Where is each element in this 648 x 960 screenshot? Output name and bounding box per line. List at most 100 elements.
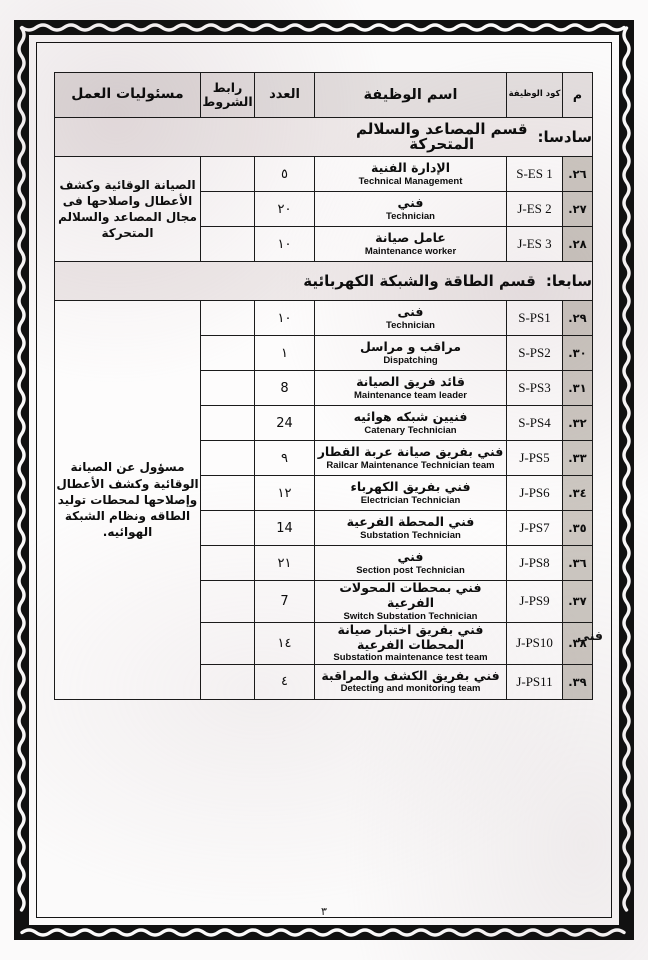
job-title-english: Technician: [386, 210, 435, 222]
cell-vacancy-count: ١: [254, 335, 315, 371]
cell-job-title: فني بفريق صيانة عربة القطار Railcar Maint…: [314, 440, 507, 476]
cell-job-code: J-PS7: [506, 510, 563, 546]
table-row: ٣٠. S-PS2 مراقب و مراسل Dispatching ١: [55, 335, 593, 371]
cell-conditions-link[interactable]: [200, 405, 255, 441]
cell-row-number: ٣٩.: [562, 663, 593, 700]
cell-vacancy-count: ١٠: [254, 226, 315, 262]
job-listing-table: م كود الوظيفة اسم الوظيفة العدد رابط الش…: [54, 72, 593, 700]
cell-job-code: J-PS6: [506, 475, 563, 511]
cell-job-code: J-PS9: [506, 580, 563, 623]
cell-job-code: J-PS5: [506, 440, 563, 476]
cell-vacancy-count: ١٢: [254, 475, 315, 511]
cell-vacancy-count: 7: [254, 580, 315, 623]
cell-conditions-link[interactable]: [200, 663, 255, 700]
cell-job-title: فني Technician: [314, 191, 507, 227]
cell-vacancy-count: ١٠: [254, 300, 315, 336]
cell-vacancy-count: 14: [254, 510, 315, 546]
table-row: ٣٦. J-PS8 فني Section post Technician ٢١: [55, 545, 593, 581]
job-table-container: م كود الوظيفة اسم الوظيفة العدد رابط الش…: [54, 72, 593, 700]
cell-row-number: ٣٥.: [562, 510, 593, 546]
cell-job-title: فني بفريق اختبار صيانة المحطات الفرعية Su…: [314, 621, 507, 665]
table-row: ٣٩. J-PS11 فني بفريق الكشف والمراقبة Detect…: [55, 663, 593, 700]
job-title-arabic: فني: [397, 548, 424, 564]
cell-job-code: S-ES 1: [506, 156, 563, 192]
cell-job-title: فنيين شبكه هوائيه Catenary Technician: [314, 405, 507, 441]
inner-border-rule: [36, 42, 612, 918]
job-title-english: Technical Management: [358, 175, 463, 187]
job-title-english: Dispatching: [383, 354, 438, 366]
job-title-arabic: فني بفريق الكشف والمراقبة: [321, 667, 500, 683]
job-title-english: Switch Substation Technician: [343, 610, 478, 622]
table-row: ٢٧. J-ES 2 فني Technician ٢٠: [55, 191, 593, 227]
cell-job-title: فني بفريق الكشف والمراقبة Detecting and m…: [314, 663, 507, 700]
job-title-english: Railcar Maintenance Technician team: [326, 459, 495, 471]
job-title-english: Maintenance worker: [364, 245, 457, 257]
column-header-conditions-link: رابط الشروط: [200, 72, 255, 118]
cell-row-number: ٣٧.: [562, 580, 593, 623]
page-number: ٣: [321, 905, 327, 918]
cell-vacancy-count: 8: [254, 370, 315, 406]
cell-job-code: S-PS3: [506, 370, 563, 406]
cell-conditions-link[interactable]: [200, 300, 255, 336]
cell-job-title: فني بفريق الكهرباء Electrician Technician: [314, 475, 507, 511]
cell-job-code: S-PS2: [506, 335, 563, 371]
job-title-english: Technician: [386, 319, 435, 331]
cell-conditions-link[interactable]: [200, 335, 255, 371]
cell-conditions-link[interactable]: [200, 440, 255, 476]
job-title-english: Maintenance team leader: [354, 389, 467, 401]
cell-row-number: ٢٧.: [562, 191, 593, 227]
cell-job-code: S-PS4: [506, 405, 563, 441]
table-row: ٢٩. S-PS1 فنى Technician ١٠ مسؤول عن الصيانة …: [54, 300, 593, 700]
cell-row-number: ٣٣.: [562, 440, 593, 476]
cell-job-title: عامل صيانة Maintenance worker: [314, 226, 507, 262]
job-title-english: Substation maintenance test team: [333, 652, 488, 664]
cell-row-number: ٢٦.: [562, 156, 593, 192]
cell-job-code: J-PS10: [506, 621, 563, 665]
cell-row-number: ٣٤.: [562, 475, 593, 511]
cell-conditions-link[interactable]: [200, 621, 255, 665]
cell-conditions-link[interactable]: [200, 370, 255, 406]
section-ordinal: سادسا:: [537, 127, 592, 146]
job-title-arabic: مراقب و مراسل: [360, 338, 461, 354]
job-title-arabic: فني: [397, 194, 424, 210]
column-header-job-code: كود الوظيفة: [506, 72, 563, 118]
section-header-row: سادسا: قسم المصاعد والسلالم المتحركة: [54, 117, 593, 157]
cell-conditions-link[interactable]: [200, 226, 255, 262]
cell-job-title: فني بمحطات المحولات الفرعية Switch Substa…: [314, 580, 507, 623]
cell-conditions-link[interactable]: [200, 510, 255, 546]
table-row: ٣١. S-PS3 قائد فريق الصيانة Maintenance tea…: [55, 370, 593, 406]
job-title-arabic: الإدارة الفنية: [371, 159, 450, 175]
table-row: ٣٢. S-PS4 فنيين شبكه هوائيه Catenary Techni…: [55, 405, 593, 441]
cell-vacancy-count: 24: [254, 405, 315, 441]
cell-conditions-link[interactable]: [200, 191, 255, 227]
table-row: ٣٣. J-PS5 فني بفريق صيانة عربة القطار Railc…: [55, 440, 593, 476]
cell-job-code: J-PS11: [506, 663, 563, 700]
cell-row-number: ٢٩.: [562, 300, 593, 336]
table-row: ٣٨. J-PS10 فني بفريق اختبار صيانة المحطات …: [55, 621, 593, 665]
cell-job-title: فني المحطة الفرعية Substation Technician: [314, 510, 507, 546]
table-header: م كود الوظيفة اسم الوظيفة العدد رابط الش…: [54, 72, 593, 118]
table-row: ٣٤. J-PS6 فني بفريق الكهرباء Electrician Te…: [55, 475, 593, 511]
cell-vacancy-count: ٤: [254, 663, 315, 700]
section-name: قسم المصاعد والسلالم المتحركة: [355, 119, 528, 153]
cell-job-code: J-ES 2: [506, 191, 563, 227]
job-title-arabic: فنى: [397, 303, 424, 319]
job-title-arabic: عامل صيانة: [375, 229, 446, 245]
section-header-row: سابعا: قسم الطاقة والشبكة الكهربائية: [54, 261, 593, 301]
table-row: ٢٦. S-ES 1 الإدارة الفنية Technical Managem…: [54, 156, 593, 262]
column-header-responsibilities: مسئوليات العمل: [54, 72, 201, 118]
cell-conditions-link[interactable]: [200, 156, 255, 192]
cell-job-title: فنى Technician: [314, 300, 507, 336]
cell-conditions-link[interactable]: [200, 475, 255, 511]
section-header-cell: سابعا: قسم الطاقة والشبكة الكهربائية: [54, 261, 593, 301]
job-title-arabic: فني المحطة الفرعية: [346, 513, 475, 529]
section-ordinal: سابعا:: [545, 272, 592, 290]
column-header-count: العدد: [254, 72, 315, 118]
job-title-english: Catenary Technician: [364, 424, 457, 436]
cell-responsibilities: مسؤول عن الصيانة الوقائية وكشف الأعطال و…: [54, 300, 201, 700]
cell-conditions-link[interactable]: [200, 580, 255, 623]
cell-job-code: S-PS1: [506, 300, 563, 336]
cell-job-title: مراقب و مراسل Dispatching: [314, 335, 507, 371]
cell-conditions-link[interactable]: [200, 545, 255, 581]
